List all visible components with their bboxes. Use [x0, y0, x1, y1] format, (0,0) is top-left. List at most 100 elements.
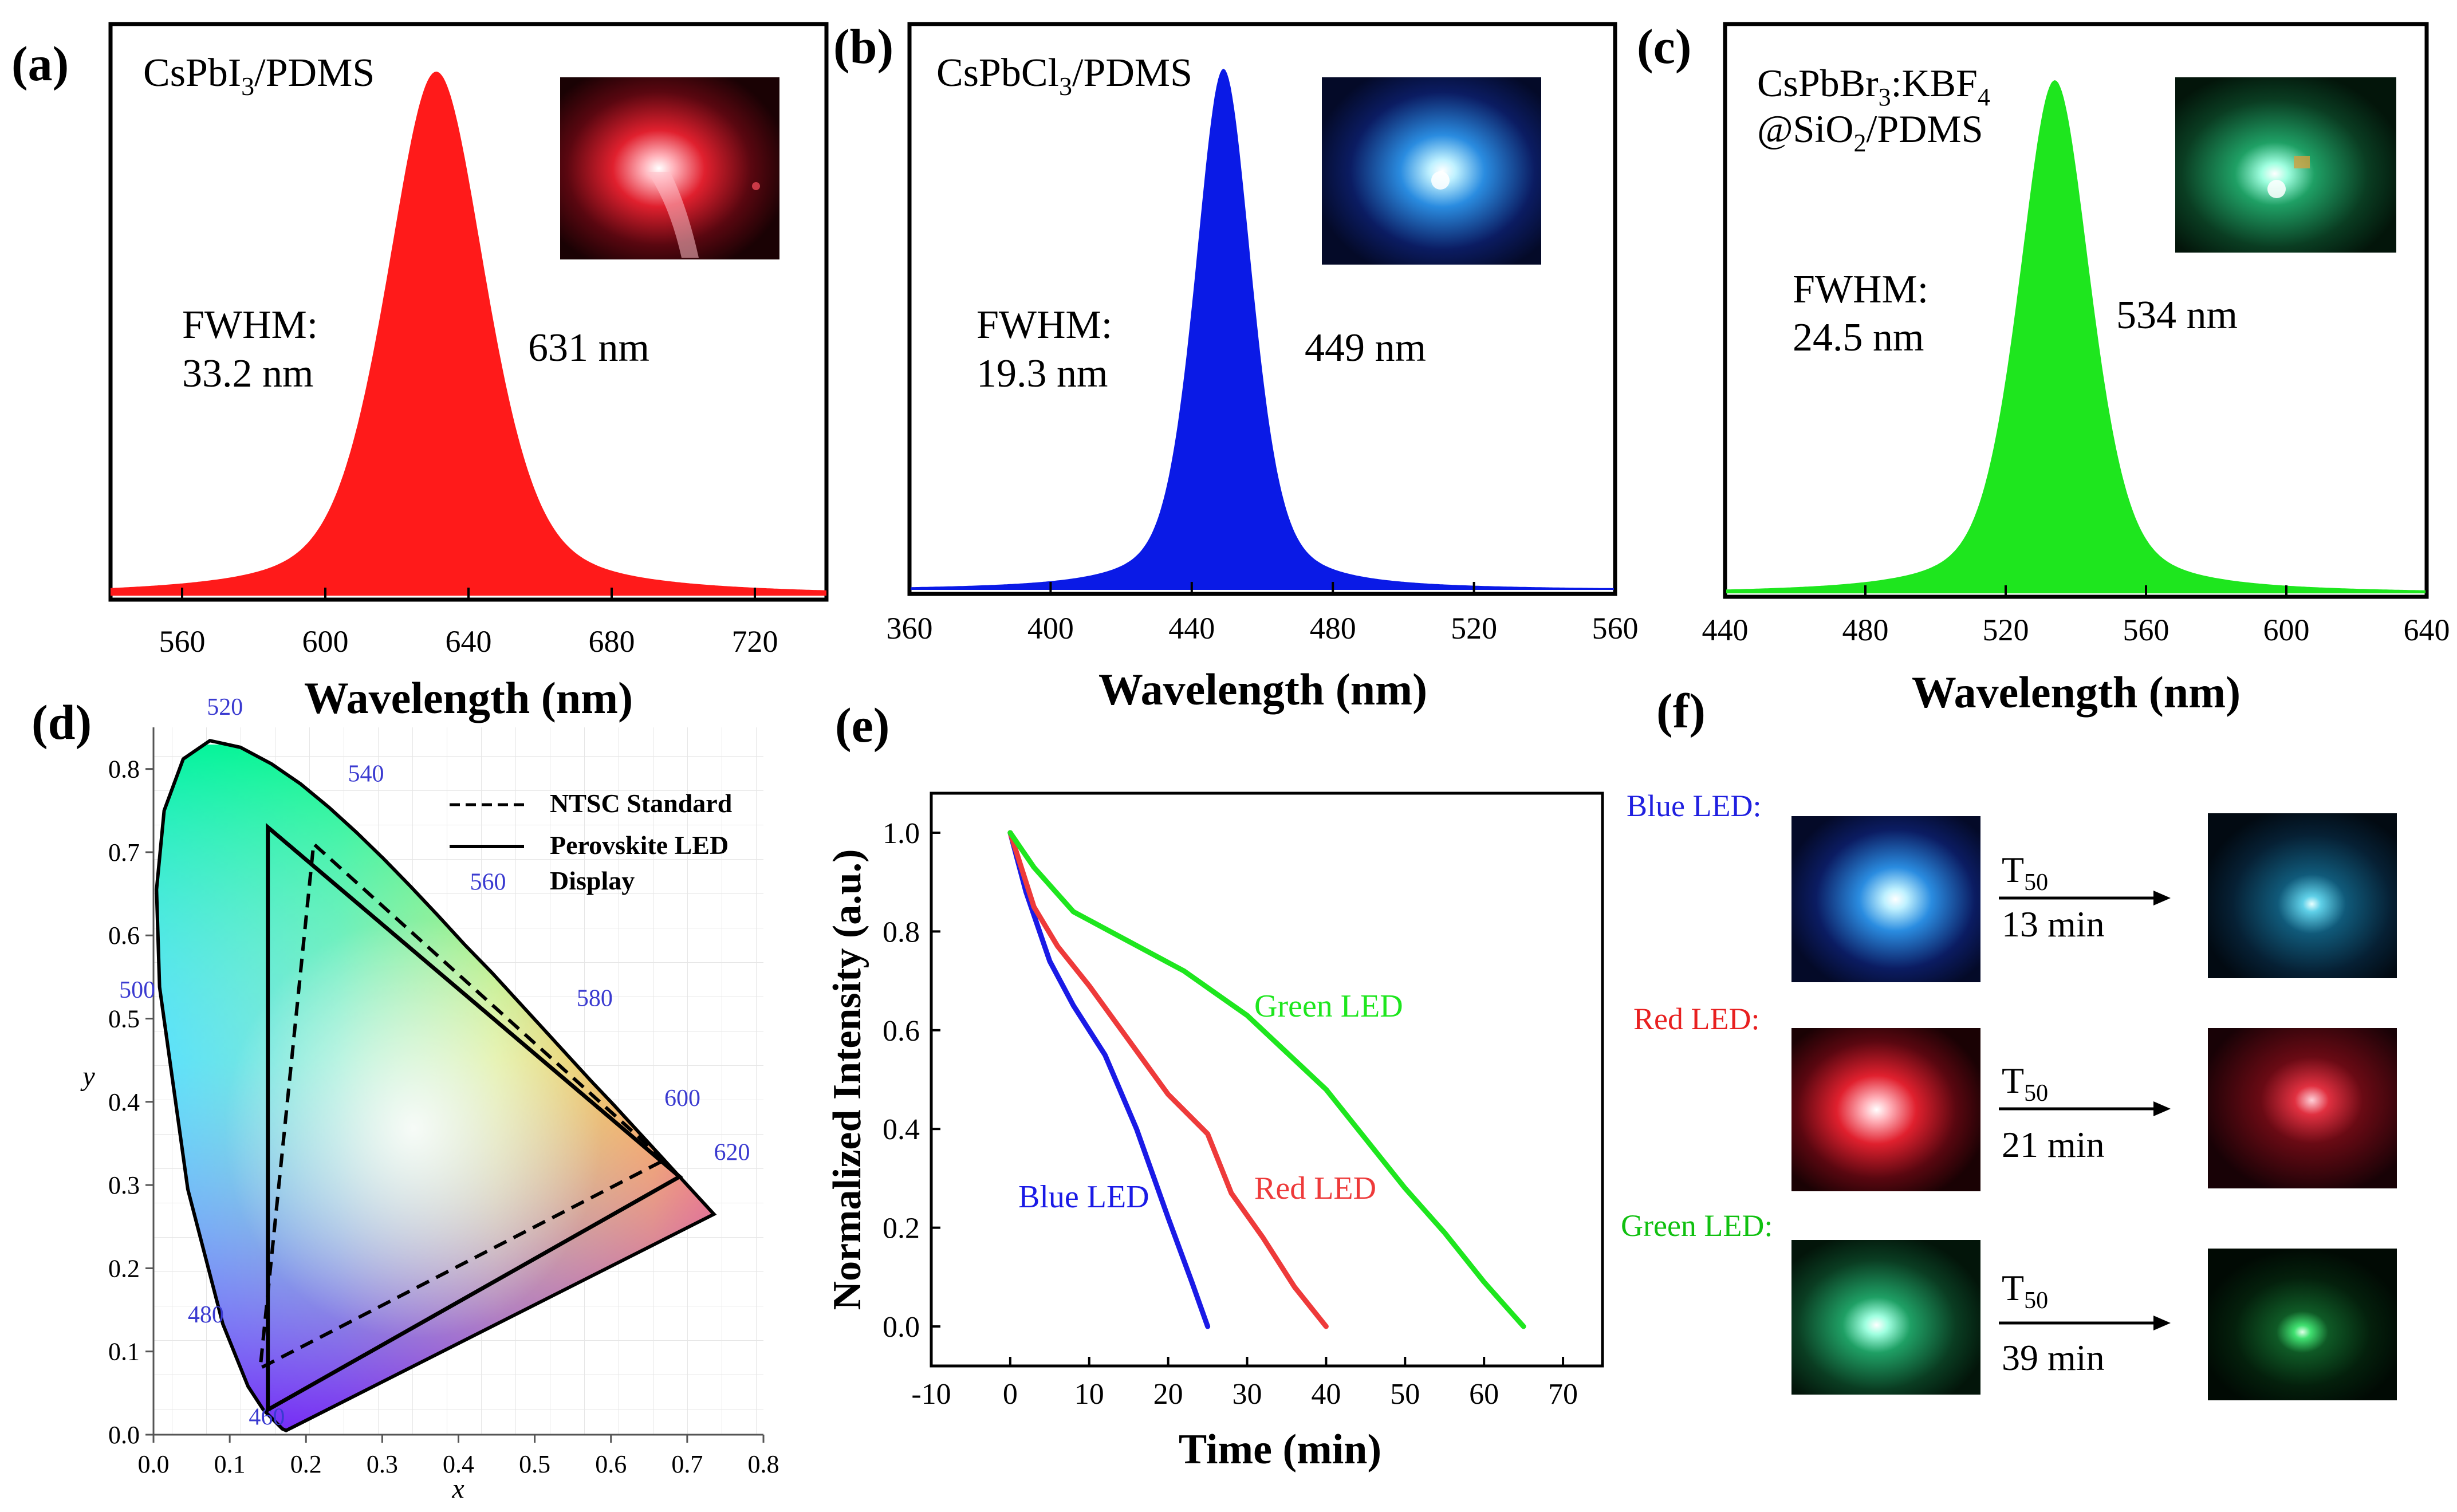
- panel-e-frame: [930, 792, 1604, 1368]
- panel-e-ticks: -10 0 10 20 30 40 50 60 70 0.0 0.2 0.4 0.6 0.8 1.0: [883, 817, 1578, 1411]
- panel-b-x-tick-label: 400: [1027, 611, 1074, 645]
- panel-e-y-tick-label: 0.2: [883, 1212, 920, 1245]
- panel-d-x-ticks: 0.0 0.1 0.2 0.3 0.4 0.5 0.6 0.7 0.8: [138, 1435, 779, 1478]
- panel-d-x-tick-label: 0.3: [367, 1450, 398, 1478]
- panel-f-blue-t50: T50: [2002, 849, 2048, 896]
- panel-b-x-tick-label: 520: [1451, 611, 1497, 645]
- panel-f-red-label: Red LED:: [1633, 1002, 1759, 1036]
- panel-f-letter: (f): [1656, 683, 1706, 738]
- panel-a-x-tick-label: 720: [732, 624, 778, 659]
- panel-a-x-ticks: 560 600 640 680 720: [159, 588, 778, 659]
- panel-d-wavelength-label: 580: [577, 986, 613, 1012]
- panel-e-x-tick-label: 10: [1074, 1378, 1104, 1411]
- panel-c-fwhm-value: 24.5 nm: [1793, 316, 1924, 360]
- panel-d-x-label: x: [451, 1474, 464, 1504]
- panel-c-x-tick-label: 600: [2263, 613, 2310, 647]
- panel-c-x-tick-label: 480: [1842, 613, 1889, 647]
- panel-e-y-tick-label: 0.8: [883, 916, 920, 948]
- panel-d-wavelength-label: 480: [188, 1302, 224, 1328]
- panel-c-x-tick-label: 560: [2123, 613, 2169, 647]
- panel-e-x-tick-label: 40: [1311, 1378, 1341, 1411]
- panel-b: (b) 360 400 440 480 520 560 CsPbCl3/PDMS FWHM…: [833, 19, 1639, 714]
- legend-led-label-1: Perovskite LED: [550, 830, 729, 860]
- panel-e-y-tick-label: 1.0: [883, 817, 920, 850]
- panel-f-red-t50: T50: [2002, 1060, 2048, 1107]
- panel-e-lines: [1007, 830, 1526, 1329]
- panel-e-y-label: Normalized Intensity (a.u.): [825, 849, 869, 1310]
- panel-d-wavelength-label: 500: [119, 977, 155, 1003]
- panel-e-x-tick-label: -10: [911, 1378, 951, 1411]
- panel-c-x-tick-label: 640: [2404, 613, 2450, 647]
- panel-f-red-before-photo: [1791, 1028, 1980, 1191]
- panel-c-x-tick-label: 520: [1983, 613, 2029, 647]
- panel-f-green-time: 39 min: [2002, 1337, 2105, 1378]
- panel-f-blue-after-photo: [2208, 813, 2397, 978]
- panel-d-y-tick-label: 0.1: [108, 1338, 140, 1366]
- panel-d-x-tick-label: 0.2: [290, 1450, 322, 1478]
- panel-e-series-red-led: [1007, 830, 1329, 1329]
- panel-d-letter: (d): [32, 695, 92, 750]
- panel-d-x-tick-label: 0.7: [671, 1450, 703, 1478]
- panel-b-fwhm-value: 19.3 nm: [976, 352, 1108, 396]
- panel-d-wavelength-label: 620: [714, 1140, 750, 1166]
- legend-led-label-2: Display: [550, 866, 635, 895]
- panel-e-letter: (e): [835, 698, 889, 753]
- panel-d-ntsc-triangle: [258, 840, 668, 1371]
- panel-d-wavelength-label: 520: [207, 694, 243, 720]
- panel-f-blue-label: Blue LED:: [1627, 789, 1761, 823]
- panel-e-y-tick-label: 0.0: [883, 1311, 920, 1344]
- panel-a-x-tick-label: 640: [446, 624, 492, 659]
- panel-b-spectrum: [909, 69, 1615, 590]
- panel-b-sample-label: CsPbCl3/PDMS: [936, 51, 1192, 101]
- panel-d-spectral-locus: [155, 738, 717, 1433]
- panel-e-red-label: Red LED: [1254, 1171, 1376, 1206]
- panel-d-wavelength-label: 600: [664, 1085, 700, 1112]
- panel-c: (c) 440 480 520 560 600 640 CsPbBr3:KBF4 @SiO…: [1637, 19, 2450, 717]
- panel-b-x-tick-label: 440: [1168, 611, 1215, 645]
- panel-d-y-tick-label: 0.2: [108, 1254, 140, 1282]
- panel-a-x-label: Wavelength (nm): [304, 673, 633, 723]
- panel-f-blue-arrowhead: [2153, 891, 2171, 905]
- panel-a-inset-photo: [560, 77, 779, 259]
- panel-f-green-before-photo: [1791, 1240, 1980, 1395]
- panel-a-letter: (a): [11, 36, 69, 91]
- panel-b-x-tick-label: 480: [1310, 611, 1356, 645]
- panel-b-letter: (b): [833, 19, 893, 74]
- panel-e-x-tick-label: 50: [1390, 1378, 1420, 1411]
- panel-e-y-tick-label: 0.6: [883, 1015, 920, 1048]
- panel-c-inset-photo: [2175, 77, 2396, 253]
- panel-c-letter: (c): [1637, 19, 1691, 74]
- panel-c-sample-line1: CsPbBr3:KBF4: [1757, 61, 1990, 111]
- panel-e-blue-label: Blue LED: [1018, 1179, 1149, 1215]
- panel-c-x-label: Wavelength (nm): [1912, 667, 2241, 717]
- panel-e-x-tick-label: 70: [1548, 1378, 1578, 1411]
- panel-f-red-time: 21 min: [2002, 1124, 2105, 1165]
- panel-d-x-tick-label: 0.0: [138, 1450, 170, 1478]
- panel-b-x-ticks: 360 400 440 480 520 560: [887, 582, 1639, 645]
- panel-f-green-after-photo: [2208, 1249, 2397, 1400]
- panel-a-x-tick-label: 560: [159, 624, 206, 659]
- panel-c-fwhm-label: FWHM:: [1793, 267, 1928, 312]
- panel-d-x-tick-label: 0.5: [519, 1450, 550, 1478]
- panel-d-y-ticks: 0.0 0.1 0.2 0.3 0.4 0.5 0.6 0.7 0.8: [108, 755, 153, 1449]
- panel-d-y-tick-label: 0.5: [108, 1005, 140, 1033]
- panel-b-peak-label: 449 nm: [1305, 326, 1426, 370]
- panel-f-blue-time: 13 min: [2002, 904, 2105, 944]
- panel-f-green-t50: T50: [2002, 1267, 2048, 1314]
- panel-d-wavelength-label: 560: [470, 869, 506, 895]
- panel-d-y-tick-label: 0.0: [108, 1421, 140, 1449]
- panel-b-x-tick-label: 360: [887, 611, 933, 645]
- panel-c-spectrum: [1725, 80, 2427, 593]
- panel-b-fwhm-label: FWHM:: [976, 303, 1112, 347]
- panel-a-x-tick-label: 680: [589, 624, 635, 659]
- panel-d-x-tick-label: 0.1: [214, 1450, 246, 1478]
- panel-a-fwhm-value: 33.2 nm: [182, 352, 313, 396]
- panel-d: (d) 0.0 0.1 0.2 0.3 0.4 0.5 0.6 0.7 0.8 0.00.10.…: [32, 694, 779, 1504]
- legend-ntsc-label: NTSC Standard: [550, 789, 733, 818]
- panel-e-x-tick-label: 20: [1153, 1378, 1183, 1411]
- panel-d-x-tick-label: 0.8: [748, 1450, 779, 1478]
- panel-d-y-label: y: [80, 1061, 95, 1092]
- panel-e-series-blue-led: [1007, 830, 1211, 1329]
- panel-c-x-tick-label: 440: [1702, 613, 1749, 647]
